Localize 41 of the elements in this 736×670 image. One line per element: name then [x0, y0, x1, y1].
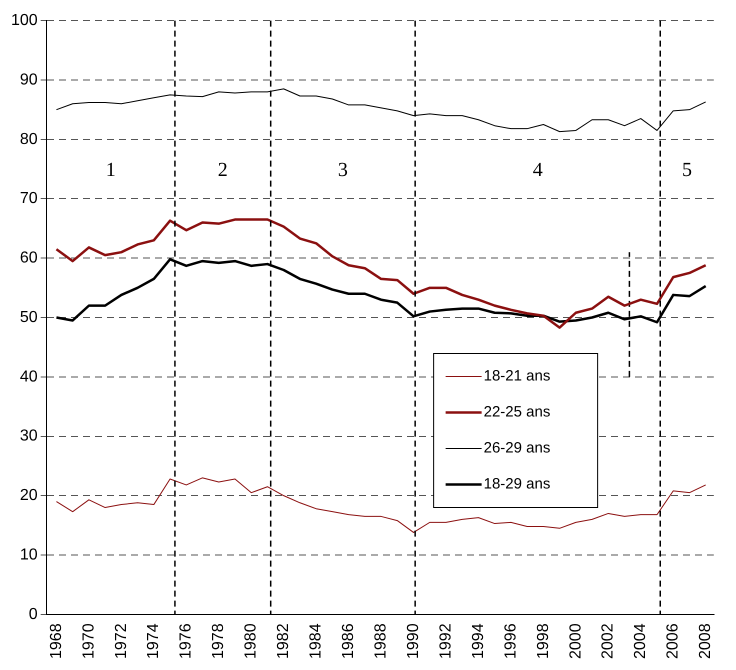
x-tick-label: 2002	[600, 623, 617, 659]
legend-label: 22-25 ans	[484, 404, 550, 421]
y-tick-label: 40	[20, 368, 38, 386]
x-tick-label: 2008	[697, 623, 714, 659]
legend-label: 26-29 ans	[484, 440, 550, 457]
x-tick-label: 1998	[534, 623, 552, 659]
x-tick-label: 1990	[404, 623, 422, 659]
y-tick-label: 10	[20, 546, 38, 564]
annotation: 3	[338, 159, 348, 182]
annotation: 1	[106, 159, 116, 182]
legend-label: 18-29 ans	[484, 476, 550, 493]
x-tick-label: 1976	[178, 623, 195, 659]
x-tick-label: 1970	[80, 623, 98, 659]
x-tick-label: 1986	[340, 623, 358, 659]
y-tick-label: 60	[20, 250, 38, 267]
x-tick-label: 1996	[502, 623, 520, 659]
x-tick-label: 1988	[372, 623, 390, 659]
y-tick-label: 70	[20, 190, 38, 208]
x-tick-label: 1972	[112, 623, 130, 659]
x-tick-label: 1978	[210, 623, 228, 659]
x-tick-label: 1994	[470, 623, 487, 659]
x-tick-label: 1968	[48, 623, 65, 659]
x-tick-label: 1992	[437, 623, 454, 659]
x-tick-label: 1982	[275, 623, 292, 659]
x-tick-label: 1974	[145, 623, 162, 659]
y-tick-label: 80	[20, 130, 38, 148]
annotation: 5	[682, 159, 692, 182]
y-tick-label: 90	[20, 71, 38, 88]
legend-label: 18-21 ans	[484, 368, 550, 385]
y-tick-label: 100	[10, 12, 38, 30]
annotation: 4	[532, 159, 543, 182]
x-tick-label: 1984	[308, 623, 325, 659]
annotation: 2	[218, 159, 228, 182]
y-tick-label: 50	[20, 308, 38, 326]
x-tick-label: 2004	[632, 623, 650, 659]
x-tick-label: 2000	[567, 623, 584, 659]
y-tick-label: 20	[20, 487, 38, 504]
y-tick-label: 0	[28, 606, 38, 623]
y-tick-label: 30	[20, 428, 38, 445]
x-tick-label: 1980	[242, 623, 260, 659]
x-tick-label: 2006	[664, 623, 682, 659]
